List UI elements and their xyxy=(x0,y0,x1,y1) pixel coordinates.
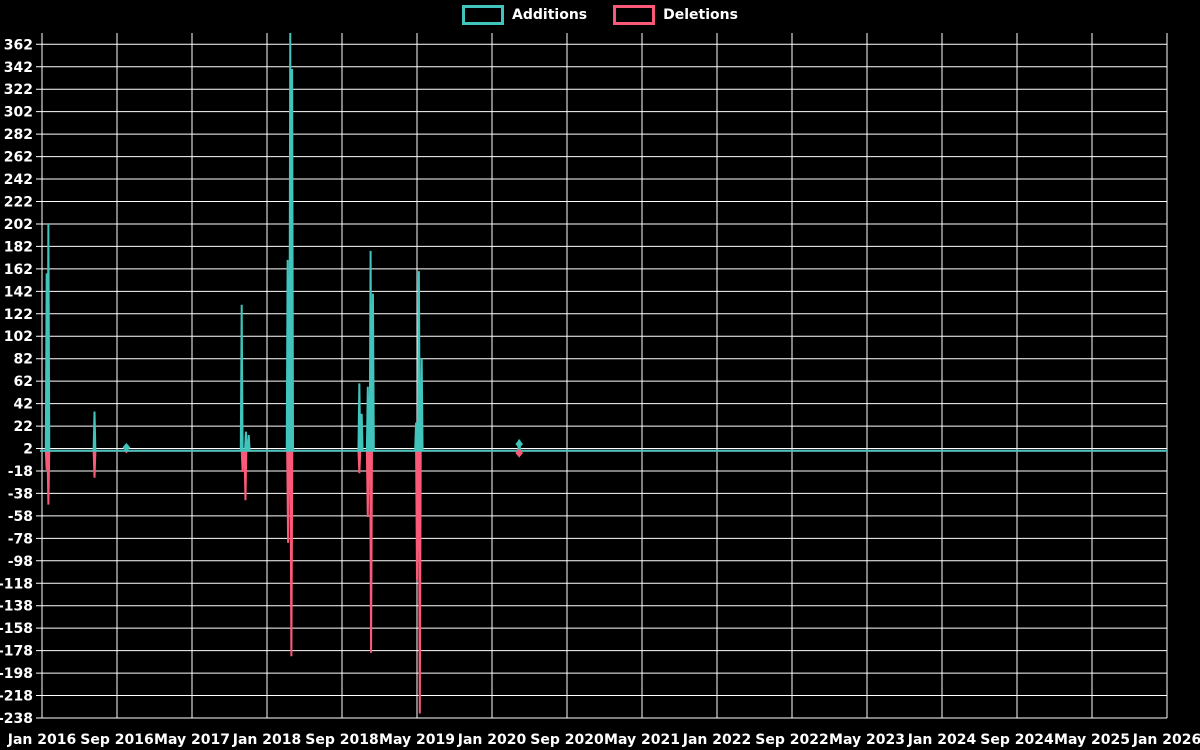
y-tick-label: 182 xyxy=(4,239,33,255)
x-tick-label: Sep 2022 xyxy=(755,732,828,748)
y-tick-label: 242 xyxy=(4,172,33,188)
x-tick-label: May 2017 xyxy=(154,732,230,748)
y-tick-label: 322 xyxy=(4,82,33,98)
x-tick-label: Sep 2018 xyxy=(305,732,378,748)
y-tick-label: -158 xyxy=(0,621,33,637)
y-tick-label: 262 xyxy=(4,150,33,166)
data-point-marker xyxy=(515,439,523,449)
additions-swatch-icon xyxy=(462,5,505,25)
x-tick-label: May 2021 xyxy=(604,732,680,748)
x-tick-label: May 2025 xyxy=(1054,732,1130,748)
y-tick-label: -78 xyxy=(8,531,33,547)
x-tick-label: Jan 2020 xyxy=(457,732,527,748)
x-tick-label: Jan 2024 xyxy=(907,732,977,748)
y-tick-label: -238 xyxy=(0,711,33,727)
y-tick-label: -58 xyxy=(8,509,33,525)
y-tick-label: -198 xyxy=(0,666,33,682)
y-tick-label: 42 xyxy=(14,397,33,413)
data-point-marker xyxy=(515,448,523,458)
legend-label-deletions: Deletions xyxy=(663,7,738,23)
y-tick-label: 122 xyxy=(4,307,33,323)
data-point-marker xyxy=(122,442,131,452)
y-tick-label: 162 xyxy=(4,262,33,278)
deletions-swatch-icon xyxy=(613,5,656,25)
y-tick-label: -18 xyxy=(8,464,33,480)
y-tick-label: 342 xyxy=(4,60,33,76)
y-tick-label: 2 xyxy=(23,442,33,458)
y-tick-label: 142 xyxy=(4,284,33,300)
y-tick-label: 362 xyxy=(4,37,33,53)
x-tick-label: Sep 2020 xyxy=(530,732,604,748)
x-tick-label: Jan 2016 xyxy=(7,732,76,748)
y-tick-label: 282 xyxy=(4,127,33,143)
x-tick-label: May 2019 xyxy=(379,732,455,748)
x-tick-label: Sep 2024 xyxy=(980,732,1054,748)
y-tick-label: 82 xyxy=(14,352,33,368)
x-tick-label: Jan 2026 xyxy=(1132,732,1200,748)
x-tick-label: May 2023 xyxy=(829,732,905,748)
legend-label-additions: Additions xyxy=(512,7,588,23)
y-tick-label: 222 xyxy=(4,194,33,210)
y-tick-label: 202 xyxy=(4,217,33,233)
y-tick-label: 102 xyxy=(4,329,33,345)
x-tick-label: Sep 2016 xyxy=(80,732,153,748)
y-tick-label: -98 xyxy=(8,554,33,570)
additions-line xyxy=(40,32,1167,452)
chart-legend: Additions Deletions xyxy=(0,5,1200,25)
x-tick-label: Jan 2022 xyxy=(682,732,751,748)
y-tick-label: -138 xyxy=(0,599,33,615)
x-tick-label: Jan 2018 xyxy=(232,732,301,748)
y-tick-label: 302 xyxy=(4,105,33,121)
y-tick-label: 62 xyxy=(14,374,33,390)
legend-item-deletions[interactable]: Deletions xyxy=(613,5,738,25)
y-tick-label: -178 xyxy=(0,644,33,660)
y-tick-label: -118 xyxy=(0,576,33,592)
y-tick-label: 22 xyxy=(14,419,33,435)
y-tick-label: -38 xyxy=(8,486,33,502)
legend-item-additions[interactable]: Additions xyxy=(462,5,587,25)
y-tick-label: -218 xyxy=(0,689,33,705)
